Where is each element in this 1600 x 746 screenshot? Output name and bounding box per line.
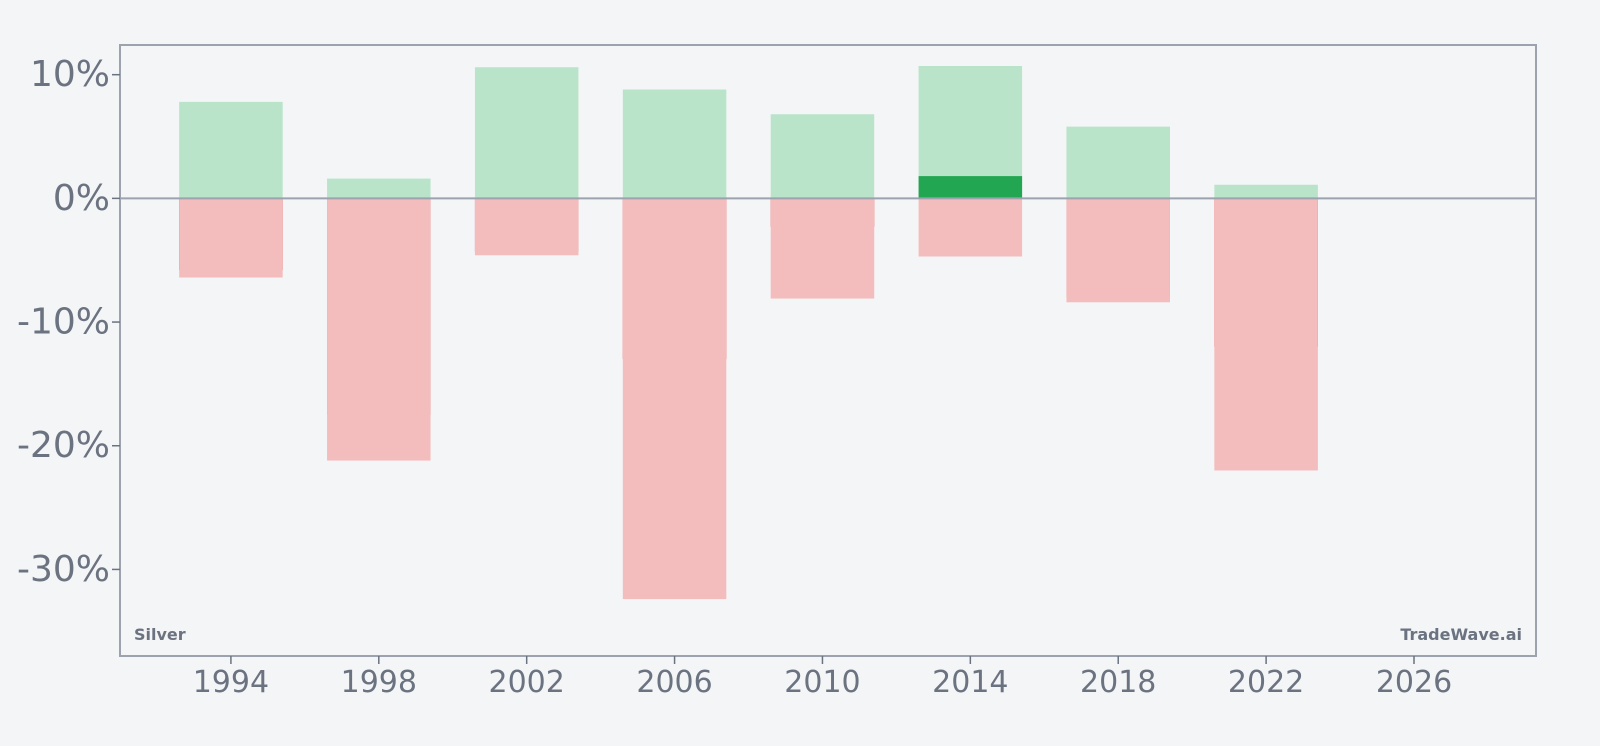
- y-tick-label: 0%: [53, 178, 110, 219]
- y-tick-label: -10%: [17, 302, 110, 343]
- bar-high-1994: [179, 101, 283, 199]
- x-axis: 1994 1998 2002 2006 2010 2014 2018 2022 2026: [193, 656, 1452, 700]
- bar-low-1994: [179, 198, 283, 278]
- bar-high-2018: [1066, 126, 1170, 199]
- bar-low-1998: [327, 198, 431, 461]
- asset-label: Silver: [134, 625, 186, 644]
- x-tick-label: 1998: [341, 665, 417, 700]
- x-tick-label: 2022: [1228, 665, 1304, 700]
- bar-high-1998: [327, 178, 431, 199]
- y-axis: 10% 0% -10% -20% -30%: [17, 54, 120, 590]
- y-tick-label: -30%: [17, 549, 110, 590]
- x-tick-label: 2006: [636, 665, 712, 700]
- bar-high-2022: [1214, 184, 1318, 199]
- brand-label: TradeWave.ai: [1400, 625, 1522, 644]
- bar-low-2006: [622, 198, 727, 600]
- x-tick-label: 1994: [193, 665, 269, 700]
- x-tick-label: 2014: [932, 665, 1008, 700]
- plot-frame: [119, 44, 1537, 657]
- bars-layer: [179, 66, 1318, 600]
- bar-low-2018: [1066, 198, 1170, 303]
- y-tick-label: 10%: [30, 54, 110, 95]
- bar-low-2022: [1214, 198, 1318, 471]
- bar-low-2014: [918, 198, 1023, 257]
- x-tick-label: 2026: [1376, 665, 1452, 700]
- x-tick-label: 2018: [1080, 665, 1156, 700]
- bar-close-up-2014: [918, 176, 1023, 199]
- bar-low-2002: [474, 198, 579, 256]
- bar-high-2006: [622, 89, 727, 199]
- bar-high-2002: [474, 67, 579, 199]
- y-tick-label: -20%: [17, 425, 110, 466]
- x-tick-label: 2002: [489, 665, 565, 700]
- bar-low-2010: [770, 198, 875, 299]
- bar-high-2010: [770, 114, 875, 199]
- x-tick-label: 2010: [784, 665, 860, 700]
